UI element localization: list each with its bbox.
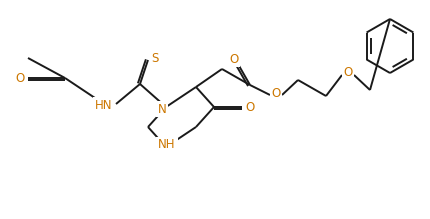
Text: O: O bbox=[343, 65, 352, 78]
Text: O: O bbox=[15, 71, 25, 85]
Text: O: O bbox=[245, 101, 254, 113]
Text: O: O bbox=[229, 53, 238, 65]
Text: HN: HN bbox=[95, 99, 113, 111]
Text: O: O bbox=[271, 87, 280, 99]
Text: NH: NH bbox=[158, 138, 175, 152]
Text: N: N bbox=[157, 102, 166, 115]
Text: S: S bbox=[151, 51, 158, 65]
